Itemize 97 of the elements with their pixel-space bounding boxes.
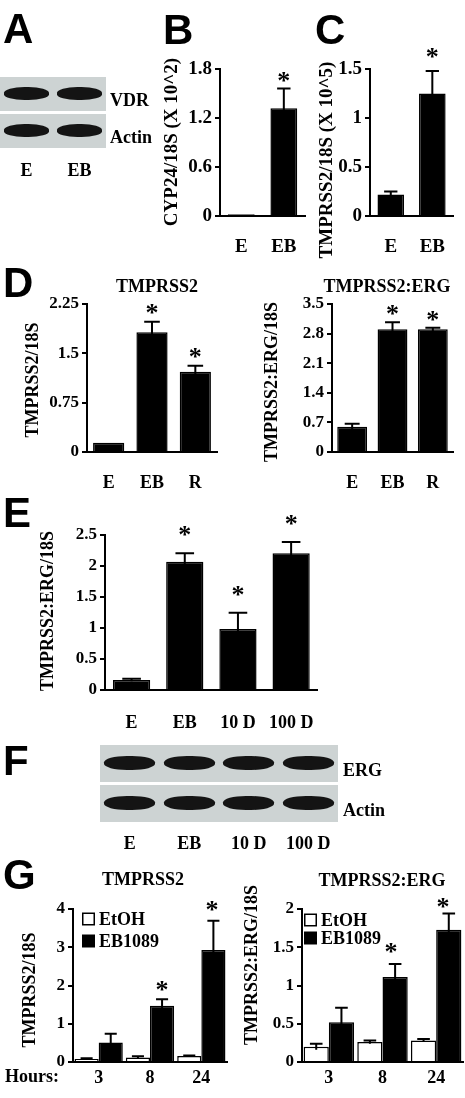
y-tick-label: 0.75 — [49, 392, 79, 412]
text: B — [163, 6, 194, 54]
text: G — [3, 851, 36, 899]
x-tick-label: 8 — [378, 1067, 387, 1088]
y-tick-label: 1.5 — [272, 936, 294, 956]
x-tick-label: 100 D — [268, 712, 314, 733]
category-label: Actin — [343, 800, 385, 821]
x-tick-label: EB — [271, 234, 297, 256]
x-tick-label: E — [234, 234, 248, 256]
y-axis-title: TMPRSS2:ERG/18S — [260, 301, 281, 463]
y-tick-label: 0 — [352, 203, 362, 225]
y-tick-label: 2.5 — [75, 523, 97, 543]
y-tick-label: 1 — [56, 1013, 65, 1033]
y-tick-label: 0 — [315, 441, 324, 461]
y-tick-label: 0.5 — [272, 1013, 294, 1033]
legend-label: EtOH — [321, 909, 368, 930]
y-axis-title: TMPRSS2/18S — [21, 322, 42, 438]
x-tick-label: 24 — [427, 1067, 446, 1088]
x-tick-label: EB — [419, 234, 446, 256]
y-tick-label: 1 — [285, 974, 294, 994]
category-label: E — [123, 833, 136, 853]
x-tick-label: 8 — [145, 1067, 155, 1088]
y-tick-label: 1.5 — [75, 586, 97, 606]
y-axis-title: CYP24/18S (X 10^2) — [159, 57, 182, 227]
y-tick-label: 0 — [88, 679, 97, 699]
y-tick-label: 0.7 — [302, 411, 325, 431]
y-axis-title: TMPRSS2:ERG/18S — [240, 884, 261, 1046]
x-tick-label: R — [426, 472, 441, 493]
legend-label: EB1089 — [99, 930, 160, 951]
x-tick-label: 24 — [192, 1067, 211, 1088]
y-tick-label: 1.8 — [188, 56, 212, 78]
category-label: EB — [177, 833, 202, 853]
y-tick-label: 0 — [285, 1051, 294, 1071]
x-axis-title: Hours: — [5, 1065, 59, 1086]
text: C — [315, 6, 346, 54]
x-tick-label: E — [384, 234, 398, 256]
y-tick-label: 3.5 — [302, 293, 324, 313]
category-label: ERG — [343, 760, 383, 781]
y-tick-label: 0 — [70, 441, 79, 461]
annotation: * — [277, 65, 291, 95]
category-label: 100 D — [286, 833, 331, 853]
text: A — [3, 4, 34, 52]
y-tick-label: 4 — [56, 898, 66, 918]
y-axis-title: TMPRSS2/18S — [18, 932, 39, 1048]
annotation: * — [284, 508, 298, 538]
y-tick-label: 3 — [56, 936, 65, 956]
y-axis-title: TMPRSS2:ERG/18S — [36, 530, 57, 692]
annotation: * — [155, 975, 169, 1004]
chart-title: TMPRSS2 — [115, 275, 199, 296]
y-tick-label: 1.5 — [57, 342, 79, 362]
y-tick-label: 2 — [56, 974, 65, 994]
x-tick-label: EB — [380, 472, 405, 493]
y-tick-label: 1 — [88, 617, 97, 637]
y-tick-label: 1.4 — [302, 382, 325, 402]
x-tick-label: EB — [139, 472, 165, 493]
annotation: * — [178, 520, 192, 550]
category-label: VDR — [110, 90, 149, 111]
y-tick-label: 0.6 — [188, 154, 212, 176]
x-tick-label: R — [188, 472, 203, 493]
annotation: * — [386, 299, 399, 329]
annotation: * — [425, 41, 439, 71]
y-tick-label: 0 — [202, 203, 212, 225]
legend-label: EtOH — [99, 908, 146, 929]
x-tick-label: 10 D — [220, 712, 256, 733]
text: D — [3, 259, 34, 307]
y-tick-label: 0.5 — [75, 648, 97, 668]
y-tick-label: 2.25 — [49, 293, 79, 313]
text: F — [3, 736, 29, 784]
y-tick-label: 2 — [285, 898, 294, 918]
annotation: * — [436, 892, 450, 921]
y-tick-label: 0 — [56, 1051, 65, 1071]
chart-title: TMPRSS2:ERG — [323, 275, 451, 296]
y-tick-label: 2.8 — [302, 322, 324, 342]
category-label: 10 D — [231, 833, 267, 853]
annotation: * — [188, 341, 202, 371]
annotation: * — [145, 297, 159, 327]
chart-title: TMPRSS2:ERG — [318, 869, 446, 890]
x-tick-label: E — [102, 472, 115, 493]
annotation: * — [426, 304, 440, 334]
annotation: * — [231, 579, 245, 609]
legend-label: EB1089 — [321, 927, 382, 948]
annotation: * — [384, 937, 398, 966]
x-tick-label: E — [346, 472, 359, 493]
category-label: E — [20, 160, 33, 180]
chart-title: TMPRSS2 — [101, 868, 185, 889]
annotation: * — [205, 895, 219, 924]
x-tick-label: E — [125, 712, 138, 733]
y-tick-label: 2.1 — [302, 352, 324, 372]
y-tick-label: 1.5 — [338, 56, 362, 78]
y-tick-label: 0.5 — [338, 154, 362, 176]
y-tick-label: 1.2 — [188, 105, 212, 127]
y-tick-label: 2 — [88, 554, 97, 574]
y-tick-label: 1 — [352, 105, 362, 127]
x-tick-label: EB — [172, 712, 197, 733]
y-axis-title: TMPRSS2/18S (X 10^5) — [314, 61, 337, 259]
category-label: Actin — [110, 127, 152, 148]
category-label: EB — [67, 160, 92, 180]
